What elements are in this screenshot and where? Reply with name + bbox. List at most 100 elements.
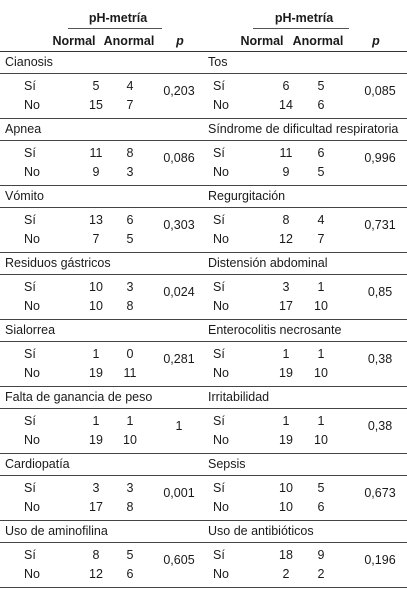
row-label: Sí — [24, 280, 36, 294]
anormal-count: 7 — [126, 98, 134, 112]
section-rule — [203, 207, 407, 208]
table-row: No 9 5 — [203, 165, 407, 185]
anormal-count: 4 — [126, 79, 134, 93]
section-rule — [0, 475, 203, 476]
table-row: No 9 3 — [0, 165, 203, 185]
table-row: No 2 2 — [203, 567, 407, 587]
variable-section: Distensión abdominal Sí 3 1 No 17 10 0,85 — [203, 253, 407, 320]
section-rule — [203, 408, 407, 409]
row-label: Sí — [213, 414, 225, 428]
row-label: No — [213, 98, 229, 112]
normal-count: 6 — [282, 79, 290, 93]
variable-title: Síndrome de dificultad respiratoria — [208, 122, 399, 136]
table-row: No 10 8 — [0, 299, 203, 319]
section-rule — [0, 207, 203, 208]
p-value: 0,996 — [364, 151, 396, 165]
anormal-count: 5 — [126, 548, 134, 562]
section-separator — [0, 185, 203, 186]
row-label: Sí — [213, 548, 225, 562]
anormal-count: 10 — [314, 299, 328, 313]
variable-section: Vómito Sí 13 6 No 7 5 0,303 — [0, 186, 203, 253]
table-row: Sí 13 6 — [0, 213, 203, 233]
anormal-count: 5 — [317, 79, 325, 93]
variable-section: Uso de aminofilina Sí 8 5 No 12 6 0,605 — [0, 521, 203, 588]
normal-column-header: Normal — [240, 34, 284, 48]
table-row: Sí 5 4 — [0, 79, 203, 99]
normal-count: 10 — [89, 299, 103, 313]
section-separator — [0, 587, 203, 588]
anormal-count: 4 — [317, 213, 325, 227]
section-separator — [203, 118, 407, 119]
section-separator — [203, 252, 407, 253]
table-row: No 10 6 — [203, 500, 407, 520]
table-row: No 7 5 — [0, 232, 203, 252]
normal-count: 17 — [279, 299, 293, 313]
table-header: pH-metría Normal Anormal p — [0, 0, 203, 51]
anormal-count: 10 — [314, 366, 328, 380]
anormal-count: 9 — [317, 548, 325, 562]
section-separator — [0, 319, 203, 320]
normal-count: 9 — [92, 165, 100, 179]
anormal-count: 2 — [317, 567, 325, 581]
normal-count: 11 — [279, 146, 293, 160]
normal-count: 17 — [89, 500, 103, 514]
variable-section: Enterocolitis necrosante Sí 1 1 No 19 10 0,38 — [203, 320, 407, 387]
header-underline — [68, 28, 162, 29]
row-label: No — [24, 165, 40, 179]
section-rule — [0, 73, 203, 74]
anormal-count: 1 — [317, 347, 325, 361]
p-value: 0,085 — [364, 84, 396, 98]
normal-count: 19 — [279, 433, 293, 447]
table-row: Sí 3 1 — [203, 280, 407, 300]
table-row: No 12 7 — [203, 232, 407, 252]
section-separator — [203, 520, 407, 521]
section-separator — [0, 386, 203, 387]
anormal-count: 11 — [123, 366, 137, 380]
variable-title: Apnea — [5, 122, 42, 136]
ph-metria-header: pH-metría — [88, 11, 148, 25]
table-row: Sí 1 0 — [0, 347, 203, 367]
table-row: Sí 18 9 — [203, 548, 407, 568]
table-row: Sí 3 3 — [0, 481, 203, 501]
variable-section: Síndrome de dificultad respiratoria Sí 11 6… — [203, 119, 407, 186]
section-separator — [0, 520, 203, 521]
anormal-count: 10 — [123, 433, 137, 447]
row-label: No — [213, 567, 229, 581]
normal-count: 13 — [89, 213, 103, 227]
normal-column-header: Normal — [52, 34, 96, 48]
row-label: No — [24, 98, 40, 112]
variable-title: Cardiopatía — [5, 457, 70, 471]
variable-title: Residuos gástricos — [5, 256, 111, 270]
p-value: 0,024 — [163, 285, 195, 299]
section-rule — [203, 73, 407, 74]
right-table: pH-metría Normal Anormal p Tos Sí 6 5 No 14 6 0… — [203, 0, 407, 589]
anormal-count: 10 — [314, 433, 328, 447]
p-column-header: p — [372, 34, 380, 48]
anormal-count: 1 — [317, 280, 325, 294]
section-separator — [203, 185, 407, 186]
normal-count: 15 — [89, 98, 103, 112]
row-label: Sí — [24, 414, 36, 428]
normal-count: 19 — [89, 366, 103, 380]
variable-section: Tos Sí 6 5 No 14 6 0,085 — [203, 52, 407, 119]
row-label: Sí — [213, 213, 225, 227]
table-row: Sí 8 5 — [0, 548, 203, 568]
header-underline — [253, 28, 349, 29]
row-label: Sí — [24, 548, 36, 562]
row-label: No — [24, 433, 40, 447]
section-rule — [203, 475, 407, 476]
variable-section: Falta de ganancia de peso Sí 1 1 No 19 10 1 — [0, 387, 203, 454]
section-separator — [0, 252, 203, 253]
table-row: No 14 6 — [203, 98, 407, 118]
p-value: 0,38 — [367, 419, 393, 433]
variable-title: Cianosis — [5, 55, 53, 69]
p-value: 0,731 — [364, 218, 396, 232]
row-label: Sí — [24, 146, 36, 160]
p-value: 0,303 — [163, 218, 195, 232]
table-row: Sí 1 1 — [0, 414, 203, 434]
normal-count: 14 — [279, 98, 293, 112]
row-label: No — [213, 500, 229, 514]
row-label: No — [213, 433, 229, 447]
normal-count: 19 — [279, 366, 293, 380]
